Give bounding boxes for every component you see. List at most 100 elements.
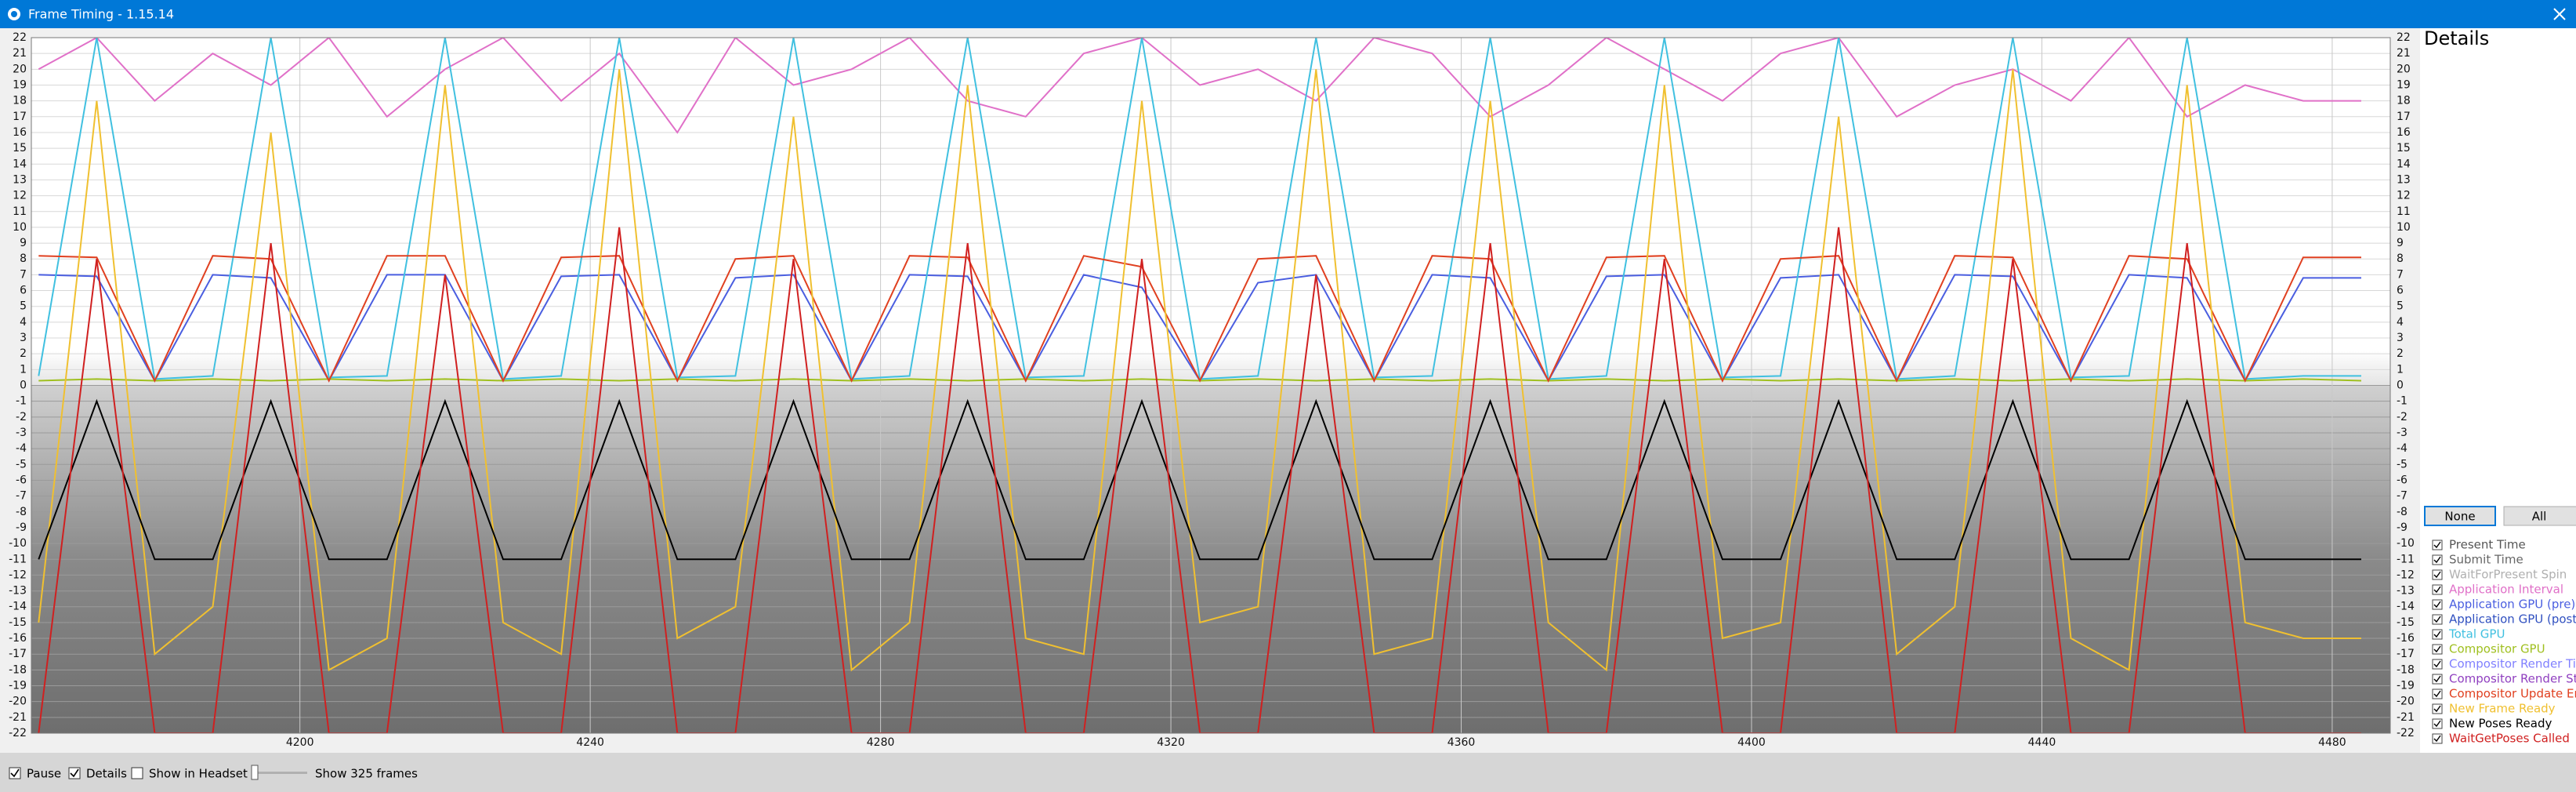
legend-label: Application GPU (post) [2449,612,2576,627]
y-tick-label-right: -12 [2397,569,2415,581]
legend-checkbox [2432,659,2443,670]
y-tick-label: -8 [16,506,27,518]
app-icon-inner [11,11,17,17]
legend-label: Compositor GPU [2449,642,2545,656]
frames-label: Show 325 frames [315,767,418,781]
legend-label: Compositor Render Ti [2449,657,2576,671]
y-tick-label: -15 [9,616,27,629]
checkmark [2433,660,2441,668]
y-tick-label-right: 12 [2397,190,2411,202]
y-tick-label-right: 19 [2397,78,2411,91]
y-tick-label-right: 21 [2397,47,2411,60]
frames-slider-track [252,772,307,774]
axes: -22 -22-21 -21-20 -20-19 -19-18 -18-17 -17-16-… [9,31,2415,749]
y-tick-label-right: 5 [2397,300,2404,313]
legend-label: Submit Time [2449,553,2523,567]
bottom-bar [0,753,2576,792]
y-tick-label: 11 [13,205,27,218]
checkmark [2433,675,2441,683]
y-tick-label: 17 [13,111,27,123]
y-tick-label: 13 [13,173,27,186]
legend-checkbox [2432,569,2443,580]
frames-slider-thumb[interactable] [251,765,259,780]
y-tick-label-right: -16 [2397,632,2415,645]
series-line [38,398,2361,561]
legend-checkbox [2432,688,2443,699]
legend-checkbox [2432,599,2443,610]
none-button[interactable] [2424,506,2496,526]
legend-label: WaitGetPoses Called [2449,732,2570,746]
y-tick-label: 5 [20,300,27,313]
series-line [38,69,2361,672]
y-tick-label: -2 [16,411,27,423]
x-tick-label: 4440 [2028,736,2056,749]
y-tick-label-right: -3 [2397,427,2408,439]
legend-label: Compositor Render St [2449,672,2576,686]
y-tick-label-right: 7 [2397,268,2404,281]
checkmark [2433,616,2441,623]
y-tick-label: -16 [9,632,27,645]
y-tick-label-right: -10 [2397,537,2415,550]
y-tick-label: -9 [16,521,27,534]
legend-label: WaitForPresent Spin [2449,568,2567,582]
headset-label: Show in Headset [149,767,248,781]
all-button[interactable] [2503,506,2576,526]
y-tick-label: 15 [13,142,27,154]
legend-label: New Frame Ready [2449,702,2556,716]
y-tick-label-right: 0 [2397,380,2404,392]
checkmark [2433,601,2441,609]
y-tick-label: -6 [16,474,27,486]
y-tick-label: 18 [13,95,27,107]
x-tick-label: 4400 [1737,736,1766,749]
y-tick-label-right: 1 [2397,363,2404,376]
y-tick-label-right: -11 [2397,553,2415,565]
y-tick-label-right: -17 [2397,648,2415,660]
y-tick-label: -14 [9,601,27,613]
y-tick-label: -22 [9,727,27,739]
y-tick-label: -17 [9,648,27,660]
y-tick-label: 22 [13,31,27,44]
y-tick-label-right: -5 [2397,458,2408,470]
pause-label: Pause [27,767,61,781]
y-tick-label-right: -22 [2397,727,2415,739]
y-tick-label: -5 [16,458,27,470]
plot-frame [31,37,2391,734]
checkmark [70,768,79,778]
legend-checkbox [2432,674,2443,685]
y-tick-label: -7 [16,490,27,503]
y-tick-label-right: -18 [2397,663,2415,676]
y-tick-label-right: -20 [2397,696,2415,708]
headset-checkbox[interactable] [131,767,143,779]
x-tick-label: 4480 [2318,736,2346,749]
series-line [38,38,2361,134]
legend-checkbox [2432,644,2443,655]
y-tick-label: 19 [13,78,27,91]
y-tick-label: -19 [9,680,27,692]
checkmark [2433,571,2441,579]
y-tick-label: -10 [9,537,27,550]
y-tick-label-right: -7 [2397,490,2408,503]
y-tick-label: -18 [9,663,27,676]
title-bar [0,0,2576,28]
y-tick-label: -21 [9,711,27,724]
y-tick-label: 14 [13,158,27,170]
legend-checkbox [2432,718,2443,729]
checkmark [2433,720,2441,728]
y-tick-label: 10 [13,221,27,234]
y-tick-label: -13 [9,585,27,598]
y-tick-label-right: 17 [2397,111,2411,123]
x-tick-label: 4280 [867,736,895,749]
y-tick-label: 0 [20,380,27,392]
close-button[interactable] [2553,8,2566,20]
checkmark [2433,645,2441,653]
legend-label: Total GPU [2448,627,2505,641]
legend-label: Present Time [2449,538,2526,552]
legend-checkbox [2432,703,2443,714]
y-tick-label: -1 [16,395,27,408]
checkmark [2433,630,2441,638]
y-tick-label-right: 6 [2397,285,2404,297]
legend-label: Compositor Update En [2449,687,2576,701]
checkmark [2433,705,2441,713]
checkmark [2433,556,2441,564]
y-tick-label: 21 [13,47,27,60]
